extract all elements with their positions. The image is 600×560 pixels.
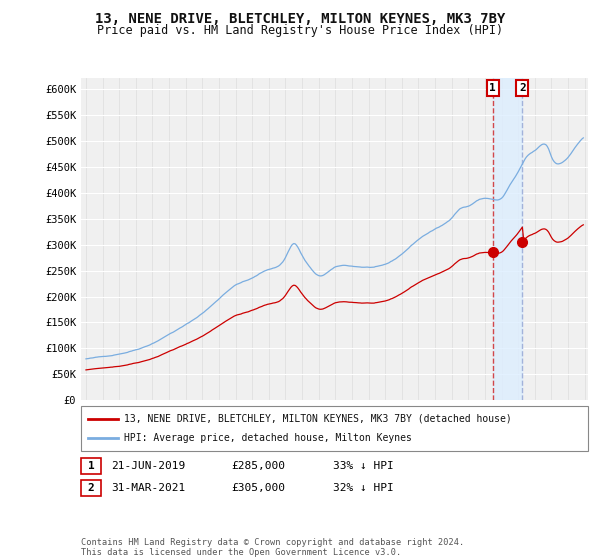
Text: 33% ↓ HPI: 33% ↓ HPI bbox=[333, 461, 394, 471]
Text: £285,000: £285,000 bbox=[231, 461, 285, 471]
Text: 31-MAR-2021: 31-MAR-2021 bbox=[111, 483, 185, 493]
Text: 1: 1 bbox=[490, 83, 496, 93]
Bar bbox=[493, 78, 523, 400]
Text: 32% ↓ HPI: 32% ↓ HPI bbox=[333, 483, 394, 493]
Text: 13, NENE DRIVE, BLETCHLEY, MILTON KEYNES, MK3 7BY (detached house): 13, NENE DRIVE, BLETCHLEY, MILTON KEYNES… bbox=[124, 413, 512, 423]
Text: HPI: Average price, detached house, Milton Keynes: HPI: Average price, detached house, Milt… bbox=[124, 433, 412, 444]
Text: 21-JUN-2019: 21-JUN-2019 bbox=[111, 461, 185, 471]
Text: Contains HM Land Registry data © Crown copyright and database right 2024.
This d: Contains HM Land Registry data © Crown c… bbox=[81, 538, 464, 557]
Text: 2: 2 bbox=[519, 83, 526, 93]
Text: Price paid vs. HM Land Registry's House Price Index (HPI): Price paid vs. HM Land Registry's House … bbox=[97, 24, 503, 36]
Text: £305,000: £305,000 bbox=[231, 483, 285, 493]
Text: 1: 1 bbox=[88, 461, 94, 471]
Text: 2: 2 bbox=[88, 483, 94, 493]
Text: 13, NENE DRIVE, BLETCHLEY, MILTON KEYNES, MK3 7BY: 13, NENE DRIVE, BLETCHLEY, MILTON KEYNES… bbox=[95, 12, 505, 26]
